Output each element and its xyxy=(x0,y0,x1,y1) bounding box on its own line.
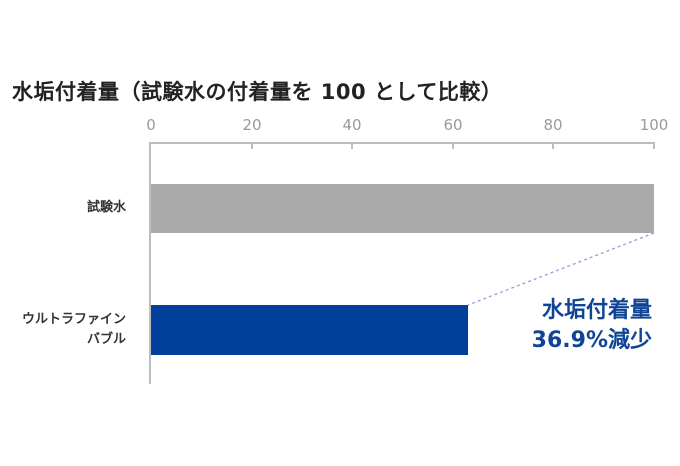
category-label-ultrafine-bubble: ウルトラファイン バブル xyxy=(22,310,126,350)
x-tick-label-60: 60 xyxy=(443,116,463,134)
x-axis-line xyxy=(150,142,655,144)
chart-title: 水垢付着量（試験水の付着量を 100 として比較） xyxy=(12,80,503,104)
x-axis-tick xyxy=(653,142,655,149)
category-label-line: 試験水 xyxy=(86,200,126,215)
bar-ultrafine-bubble xyxy=(151,305,468,355)
x-tick-label-0: 0 xyxy=(146,116,156,134)
category-label-test-water: 試験水 xyxy=(87,198,126,218)
x-axis-tick xyxy=(351,142,353,149)
callout-line-1: 水垢付着量 xyxy=(541,298,652,323)
y-axis-line xyxy=(149,142,151,384)
x-tick-label-80: 80 xyxy=(543,116,563,134)
callout-line-2: 36.9%減少 xyxy=(531,328,652,353)
category-label-line: ウルトラファイン xyxy=(21,312,126,327)
x-tick-label-40: 40 xyxy=(342,116,362,134)
bar-test-water xyxy=(151,184,654,233)
x-axis-tick xyxy=(251,142,253,149)
x-tick-label-20: 20 xyxy=(242,116,262,134)
category-label-line: バブル xyxy=(86,332,126,347)
x-tick-label-100: 100 xyxy=(639,116,669,134)
x-axis-tick xyxy=(552,142,554,149)
reduction-callout: 水垢付着量 36.9%減少 xyxy=(532,296,652,356)
x-axis-tick xyxy=(452,142,454,149)
